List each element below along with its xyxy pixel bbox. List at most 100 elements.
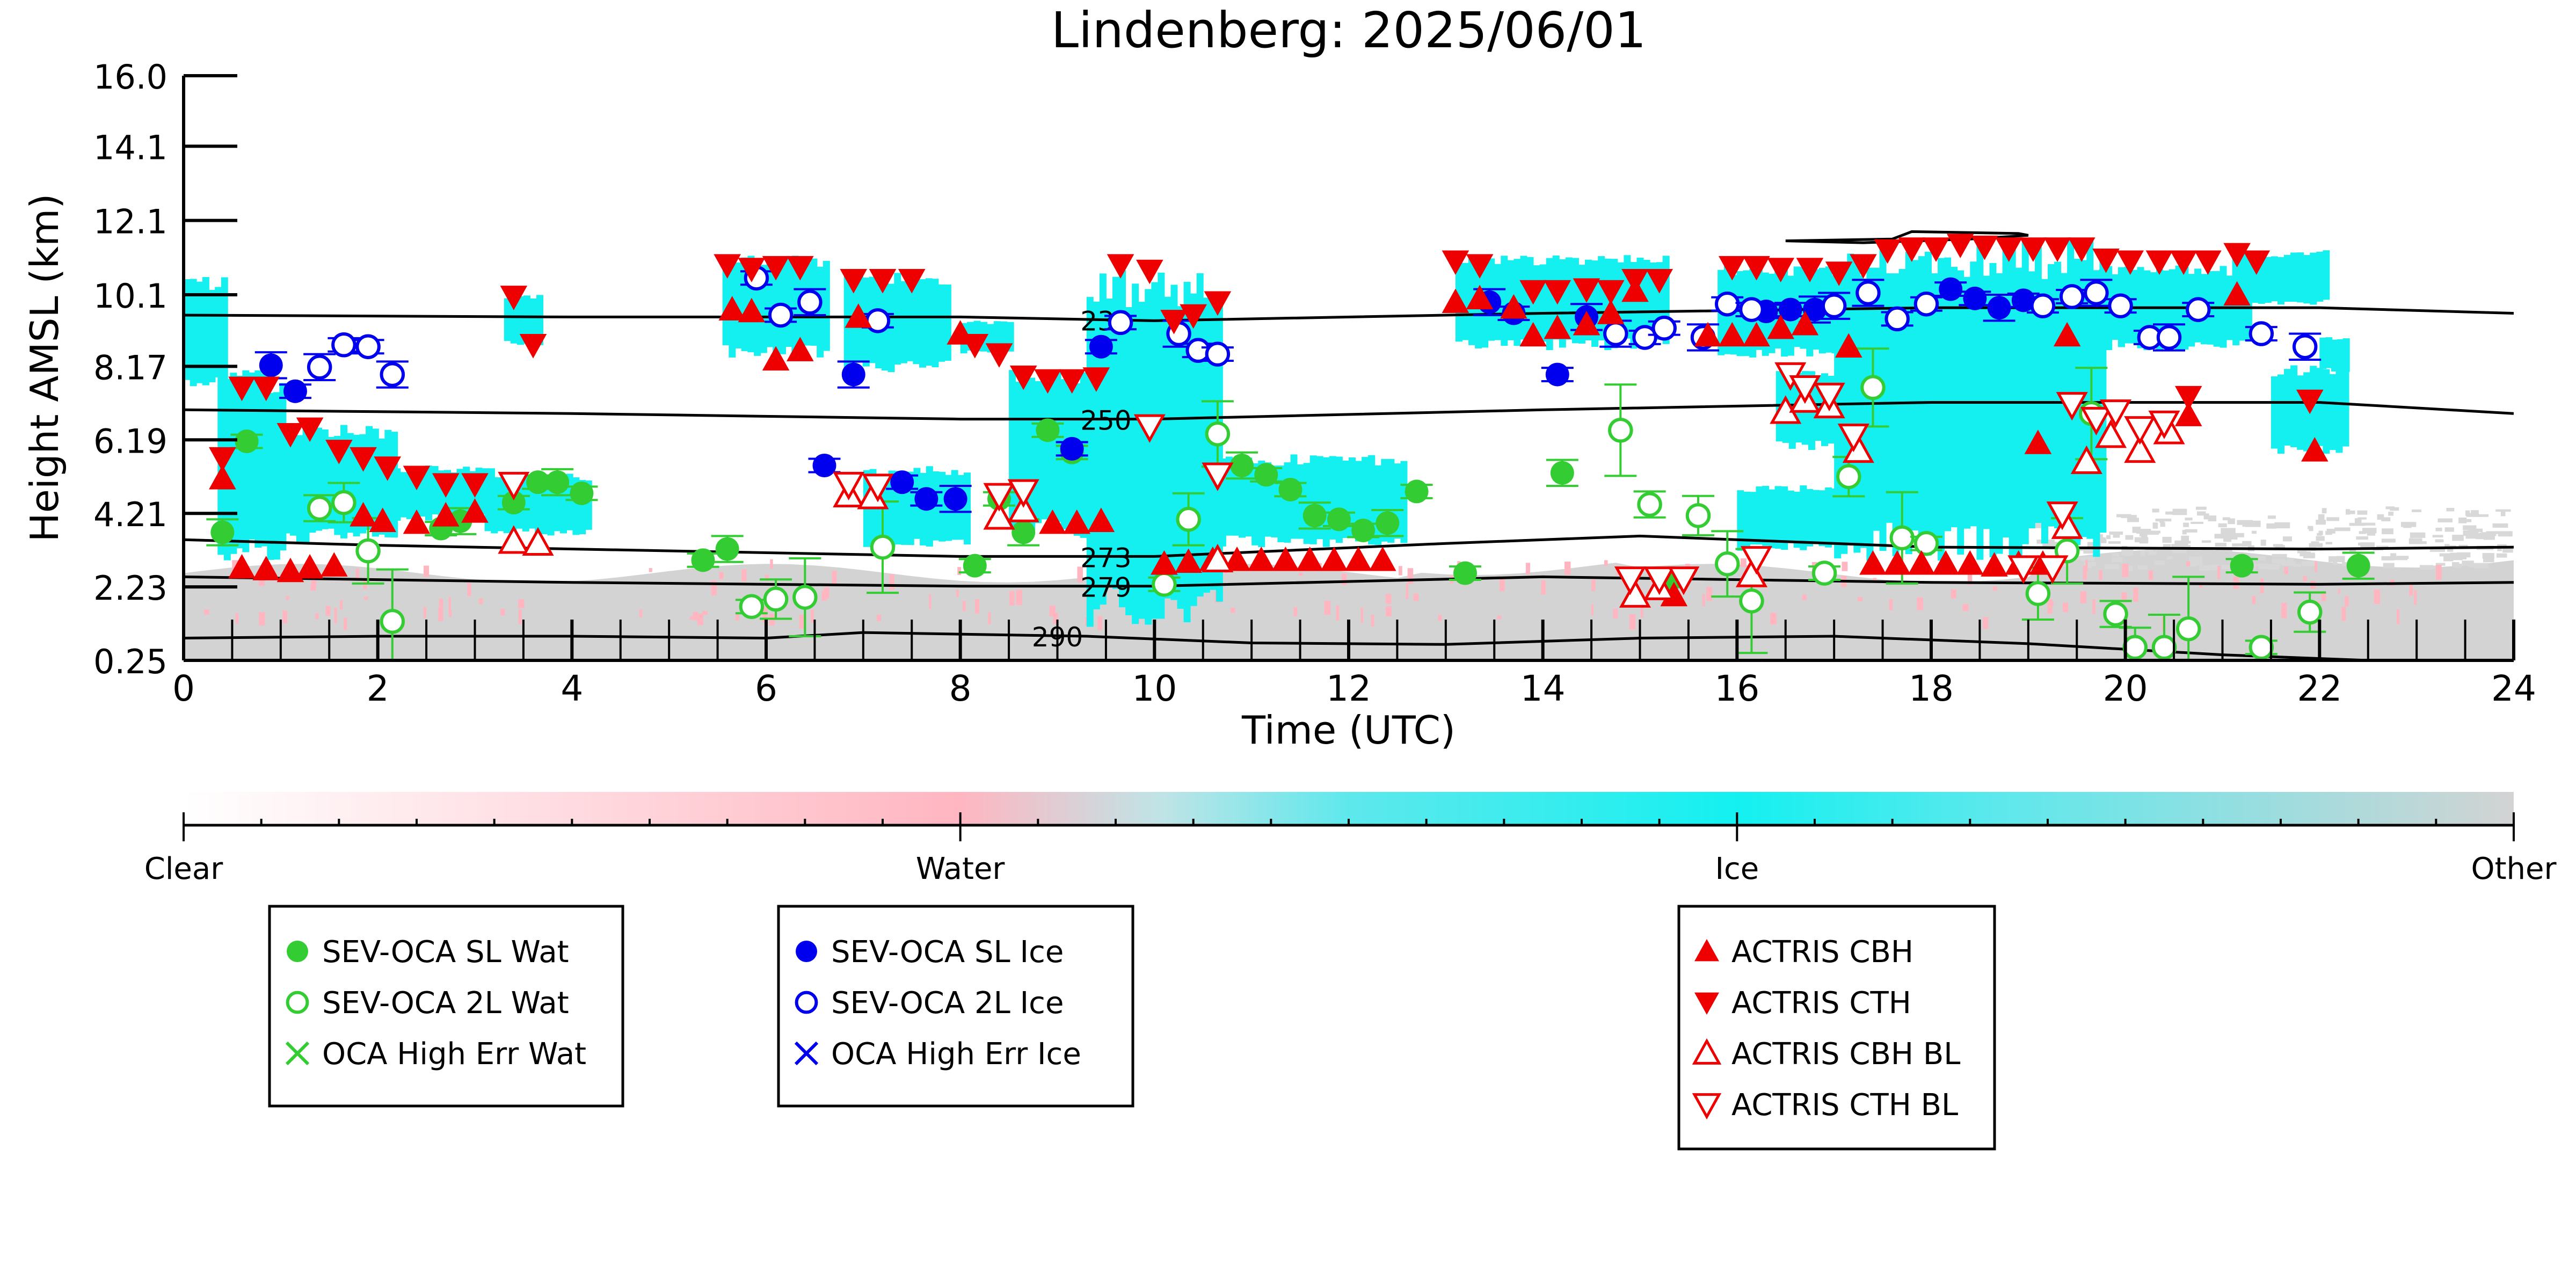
data-point bbox=[2174, 385, 2202, 411]
other-speckle bbox=[2388, 512, 2394, 516]
other-speckle bbox=[2390, 553, 2397, 559]
contour-line bbox=[184, 401, 2514, 421]
other-speckle bbox=[2435, 527, 2442, 532]
other-speckle bbox=[2256, 564, 2264, 566]
data-point bbox=[1007, 493, 1039, 522]
data-point bbox=[1302, 504, 1327, 528]
data-point bbox=[1442, 250, 1469, 275]
other-speckle bbox=[2412, 509, 2421, 512]
data-point bbox=[2243, 250, 2271, 275]
water-speckle bbox=[423, 607, 426, 618]
other-speckle bbox=[2452, 534, 2464, 541]
water-speckle bbox=[1049, 605, 1056, 616]
data-point bbox=[2084, 280, 2109, 305]
data-point bbox=[1272, 547, 1299, 571]
data-point bbox=[1619, 579, 1651, 608]
ice-column bbox=[1565, 257, 1573, 340]
data-point bbox=[1009, 365, 1037, 390]
data-point bbox=[1254, 463, 1278, 487]
ice-column bbox=[1539, 264, 1547, 342]
data-point bbox=[1803, 297, 1827, 322]
data-point bbox=[870, 534, 896, 560]
other-speckle bbox=[2483, 557, 2494, 563]
water-speckle bbox=[2374, 589, 2381, 604]
data-point bbox=[2248, 635, 2274, 660]
water-speckle bbox=[2315, 561, 2317, 572]
ice-column bbox=[894, 273, 901, 365]
ice-column bbox=[2277, 374, 2284, 454]
other-speckle bbox=[2138, 565, 2148, 570]
ice-column bbox=[2290, 365, 2298, 447]
data-point bbox=[1012, 520, 1036, 544]
data-point bbox=[833, 471, 865, 501]
water-speckle bbox=[1398, 566, 1402, 576]
data-point bbox=[1519, 280, 1547, 305]
other-speckle bbox=[2334, 527, 2351, 532]
other-speckle bbox=[2202, 540, 2211, 543]
other-speckle bbox=[2349, 548, 2356, 554]
series-actris-cth-bl bbox=[498, 362, 2180, 595]
ice-column bbox=[2041, 279, 2048, 544]
data-point bbox=[768, 302, 794, 328]
other-speckle bbox=[2134, 537, 2149, 543]
water-speckle bbox=[286, 596, 289, 600]
data-point bbox=[2175, 616, 2201, 642]
ice-column bbox=[938, 284, 945, 362]
other-speckle bbox=[2377, 514, 2384, 520]
data-point bbox=[2186, 297, 2211, 322]
data-point bbox=[461, 498, 489, 523]
ice-column bbox=[2297, 252, 2304, 303]
data-point bbox=[1932, 550, 1960, 575]
other-speckle bbox=[2322, 508, 2327, 514]
other-speckle bbox=[2437, 518, 2453, 522]
other-speckle bbox=[2148, 551, 2157, 556]
water-speckle bbox=[1525, 563, 1530, 574]
ice-column bbox=[510, 300, 518, 344]
legend-label: SEV-OCA SL Ice bbox=[831, 935, 1064, 970]
data-point bbox=[1544, 280, 1571, 305]
water-speckle bbox=[810, 609, 814, 623]
other-speckle bbox=[2382, 528, 2393, 535]
water-speckle bbox=[424, 565, 430, 577]
data-point bbox=[1573, 310, 1600, 336]
other-speckle bbox=[2435, 563, 2446, 566]
colorbar-label: Water bbox=[916, 852, 1006, 886]
ice-column bbox=[1951, 267, 1958, 527]
water-speckle bbox=[2260, 578, 2264, 593]
x-tick-label: 16 bbox=[1714, 668, 1759, 709]
ice-column bbox=[1132, 283, 1139, 624]
data-point bbox=[1855, 280, 1881, 305]
water-speckle bbox=[2133, 587, 2138, 602]
ice-column bbox=[2342, 369, 2349, 447]
other-speckle bbox=[2282, 536, 2292, 542]
other-speckle bbox=[2297, 550, 2307, 554]
data-point bbox=[840, 269, 868, 294]
data-point bbox=[1963, 286, 1987, 310]
data-point bbox=[2068, 237, 2095, 262]
data-point bbox=[1544, 314, 1571, 339]
data-point bbox=[1908, 550, 1935, 575]
water-speckle bbox=[1319, 563, 1322, 569]
other-speckle bbox=[2232, 533, 2244, 537]
other-speckle bbox=[2432, 535, 2443, 537]
water-speckle bbox=[889, 574, 894, 590]
other-speckle bbox=[2316, 536, 2325, 541]
data-point bbox=[1718, 256, 1746, 281]
ice-column bbox=[1239, 461, 1246, 538]
data-point bbox=[792, 585, 818, 610]
other-speckle bbox=[2112, 557, 2123, 563]
data-point bbox=[1791, 310, 1819, 336]
water-speckle bbox=[355, 568, 359, 578]
data-point bbox=[739, 594, 765, 619]
other-speckle bbox=[2500, 511, 2506, 516]
x-axis-label: Time (UTC) bbox=[1241, 708, 1456, 753]
ice-column bbox=[242, 370, 250, 552]
x-tick-label: 6 bbox=[755, 668, 777, 709]
data-point bbox=[1739, 588, 1764, 614]
water-speckle bbox=[1077, 566, 1083, 583]
other-speckle bbox=[2174, 540, 2188, 545]
data-point bbox=[1735, 558, 1768, 587]
data-point bbox=[1621, 269, 1649, 294]
water-speckle bbox=[741, 569, 747, 581]
